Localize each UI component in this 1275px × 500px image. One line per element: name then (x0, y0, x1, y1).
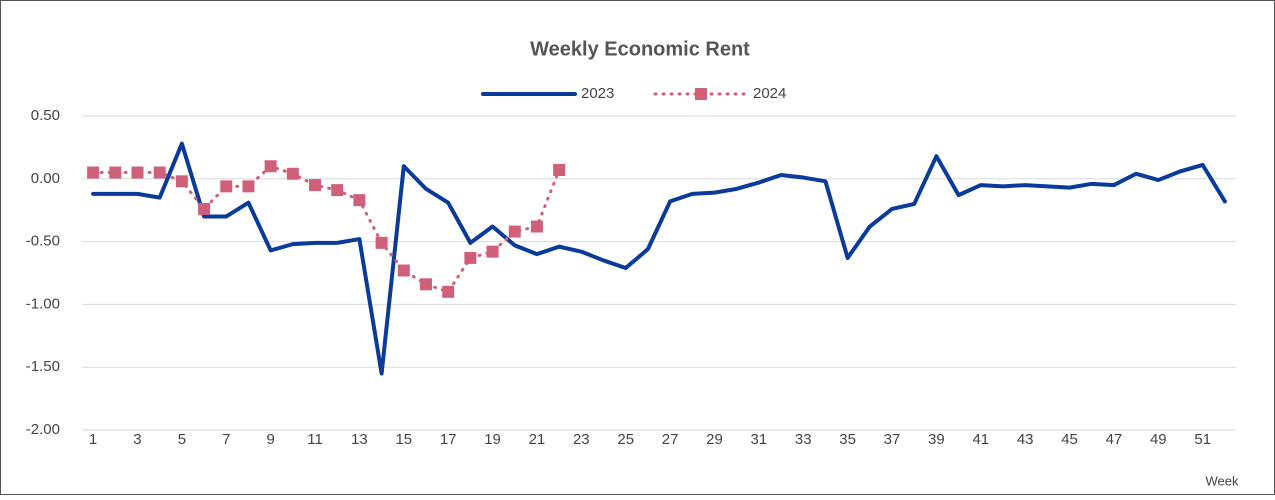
point-marker (264, 160, 277, 173)
x-tick-label: 9 (266, 431, 274, 448)
x-tick-label: 1 (89, 431, 97, 448)
point-marker (87, 166, 100, 179)
point-marker (353, 194, 366, 207)
point-marker (442, 285, 455, 298)
point-marker (220, 180, 233, 193)
legend-label: 2024 (753, 85, 786, 102)
x-tick-label: 35 (839, 431, 856, 448)
x-tick-label: 19 (484, 431, 501, 448)
y-tick-label: -1.50 (26, 358, 60, 375)
point-marker (553, 164, 566, 177)
x-axis-label: Week (1206, 473, 1239, 488)
point-marker (375, 236, 388, 249)
x-tick-label: 25 (617, 431, 634, 448)
point-marker (309, 179, 322, 192)
x-tick-label: 3 (133, 431, 141, 448)
x-tick-label: 29 (706, 431, 723, 448)
point-marker (153, 166, 166, 179)
chart-title: Weekly Economic Rent (530, 38, 750, 60)
x-tick-label: 45 (1061, 431, 1078, 448)
legend-marker (695, 88, 707, 100)
x-tick-label: 15 (395, 431, 412, 448)
x-tick-label: 23 (573, 431, 590, 448)
x-tick-label: 17 (440, 431, 457, 448)
x-tick-label: 47 (1106, 431, 1123, 448)
y-tick-label: -0.50 (26, 233, 60, 250)
y-tick-label: -1.00 (26, 295, 60, 312)
series-line (91, 164, 561, 294)
x-tick-label: 21 (529, 431, 546, 448)
legend-label: 2023 (581, 85, 614, 102)
x-tick-label: 33 (795, 431, 812, 448)
x-tick-label: 27 (662, 431, 679, 448)
x-tick-label: 7 (222, 431, 230, 448)
x-tick-label: 49 (1150, 431, 1167, 448)
y-tick-label: 0.50 (31, 107, 60, 124)
point-marker (530, 220, 543, 233)
point-marker (242, 180, 255, 193)
x-tick-label: 31 (751, 431, 768, 448)
series-line (91, 141, 1227, 376)
x-tick-label: 43 (1017, 431, 1034, 448)
x-tick-label: 39 (928, 431, 945, 448)
point-marker (508, 225, 521, 238)
point-marker (109, 166, 122, 179)
point-marker (131, 166, 144, 179)
point-marker (286, 167, 299, 180)
x-tick-label: 51 (1194, 431, 1211, 448)
y-tick-label: 0.00 (31, 170, 60, 187)
x-tick-label: 13 (351, 431, 368, 448)
x-tick-label: 11 (307, 431, 323, 448)
point-marker (464, 251, 477, 264)
point-marker (419, 278, 432, 291)
point-marker (198, 202, 211, 215)
point-marker (331, 184, 344, 197)
x-tick-label: 5 (178, 431, 186, 448)
point-marker (397, 264, 410, 277)
x-tick-label: 37 (884, 431, 901, 448)
x-tick-label: 41 (972, 431, 989, 448)
y-tick-label: -2.00 (26, 421, 60, 438)
point-marker (175, 175, 188, 188)
point-marker (486, 245, 499, 258)
